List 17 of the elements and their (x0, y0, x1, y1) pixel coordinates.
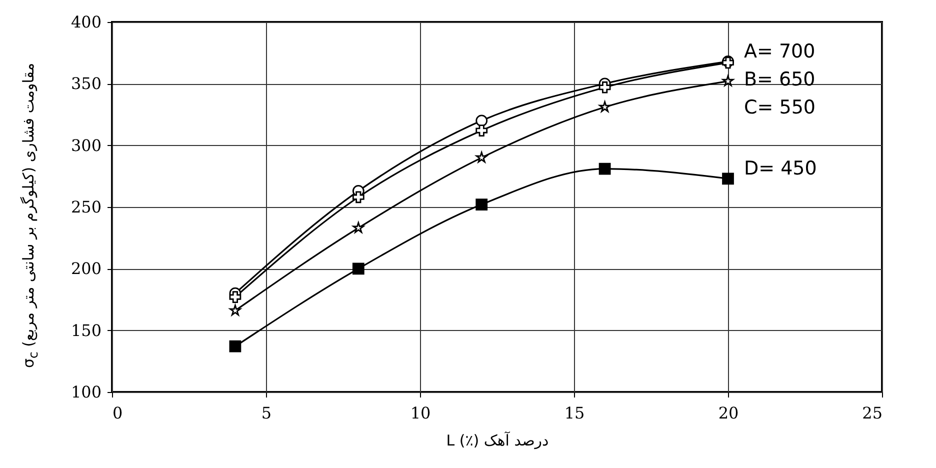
x-tick-label: 5 (261, 404, 272, 422)
y-tick-label: 250 (70, 198, 102, 216)
x-tick-label: 20 (718, 404, 739, 422)
y-tick-label: 100 (70, 382, 102, 402)
x-axis-title: L (٪) درصد آهک (446, 430, 549, 450)
y-tick-label: 300 (70, 136, 102, 155)
x-tick-label: 10 (410, 404, 431, 422)
series-label: A= 700 (744, 40, 816, 62)
x-tick-label: 25 (862, 404, 882, 422)
y-tick-label: 400 (70, 12, 102, 32)
series-label: C= 550 (744, 96, 816, 118)
y-tick-label: 350 (70, 74, 102, 94)
y-tick-label: 150 (70, 320, 102, 340)
series-label: D= 450 (744, 158, 817, 180)
y-tick-label: 200 (70, 259, 102, 278)
x-tick-label: 15 (564, 404, 585, 422)
x-tick-label: 0 (112, 404, 123, 422)
